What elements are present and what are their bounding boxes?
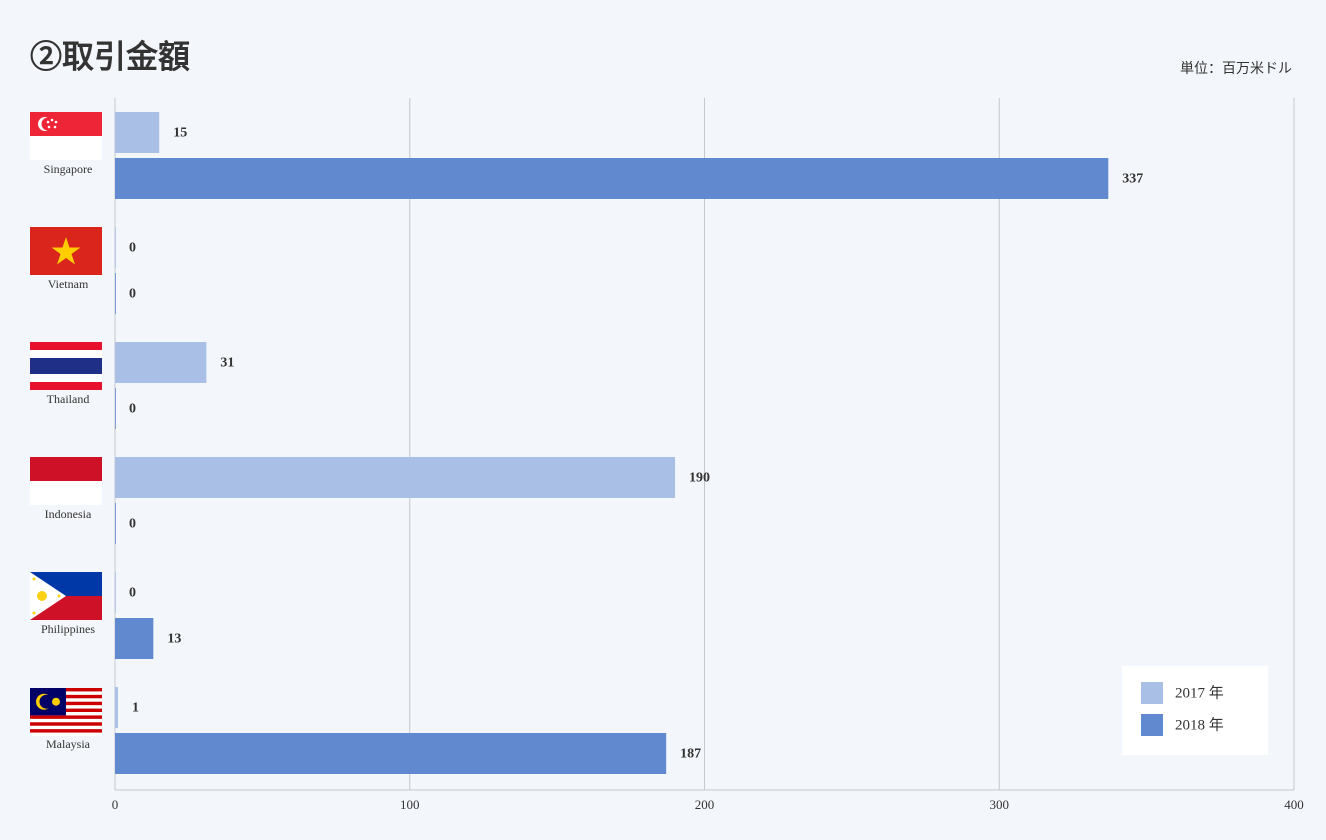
flag-shape	[50, 118, 54, 122]
value-label: 0	[129, 402, 136, 417]
flag-shape	[32, 577, 36, 581]
flag-shape	[30, 729, 102, 733]
bar	[115, 227, 116, 268]
flag-shape	[30, 457, 102, 481]
value-label: 0	[129, 241, 136, 256]
bar	[115, 618, 154, 659]
bar	[115, 388, 116, 429]
value-label: 1	[132, 701, 139, 716]
flag-shape	[53, 125, 57, 129]
flag-shape	[52, 697, 60, 706]
flag-thailand	[30, 342, 102, 390]
bar	[115, 572, 116, 613]
value-label: 0	[129, 287, 136, 302]
legend-label: 2018 年	[1175, 716, 1224, 733]
flag-singapore	[30, 112, 102, 160]
value-label: 31	[220, 356, 234, 371]
flag-shape	[30, 572, 66, 620]
value-label: 15	[173, 126, 187, 141]
flag-shape	[30, 722, 102, 726]
flags	[30, 112, 102, 736]
category-label: Malaysia	[46, 737, 91, 751]
flag-shape	[30, 136, 102, 160]
flag-shape	[30, 715, 102, 719]
flag-shape	[39, 694, 54, 709]
flag-shape	[37, 591, 47, 601]
x-tick-label: 100	[400, 797, 420, 812]
flag-shape	[57, 594, 61, 598]
bar	[115, 457, 676, 498]
flag-indonesia	[30, 457, 102, 505]
flag-shape	[30, 382, 102, 390]
flag-vietnam	[30, 227, 102, 275]
flag-shape	[54, 120, 58, 124]
category-label: Indonesia	[45, 507, 92, 521]
bar	[115, 503, 116, 544]
category-label: Singapore	[44, 162, 93, 176]
x-tick-label: 0	[112, 797, 119, 812]
x-tick-label: 300	[990, 797, 1010, 812]
x-tick-label: 400	[1284, 797, 1304, 812]
value-label: 13	[167, 632, 181, 647]
bar	[115, 733, 667, 774]
flag-shape	[32, 611, 36, 615]
value-label: 187	[680, 747, 701, 762]
flag-shape	[51, 237, 81, 265]
legend-swatch	[1141, 682, 1163, 704]
category-label: Thailand	[47, 392, 90, 406]
chart-title: ②取引金額	[30, 38, 190, 74]
value-label: 337	[1122, 172, 1143, 187]
value-label: 190	[689, 471, 710, 486]
bar	[115, 158, 1109, 199]
flag-shape	[47, 125, 51, 129]
flag-malaysia	[30, 688, 102, 736]
flag-shape	[30, 358, 102, 374]
bar	[115, 112, 160, 153]
flag-shape	[46, 120, 50, 124]
bar	[115, 342, 207, 383]
value-label: 0	[129, 586, 136, 601]
flag-shape	[30, 481, 102, 505]
flag-shape	[30, 342, 102, 350]
bar	[115, 687, 118, 728]
x-tick-label: 200	[695, 797, 715, 812]
category-label: Philippines	[41, 622, 95, 636]
legend-box	[1122, 666, 1268, 755]
category-label: Vietnam	[48, 277, 89, 291]
flag-philippines	[30, 572, 102, 620]
unit-label: 単位：百万米ドル	[1180, 61, 1292, 77]
bar	[115, 273, 116, 314]
value-label: 0	[129, 517, 136, 532]
legend-swatch	[1141, 714, 1163, 736]
legend-label: 2017 年	[1175, 684, 1224, 701]
